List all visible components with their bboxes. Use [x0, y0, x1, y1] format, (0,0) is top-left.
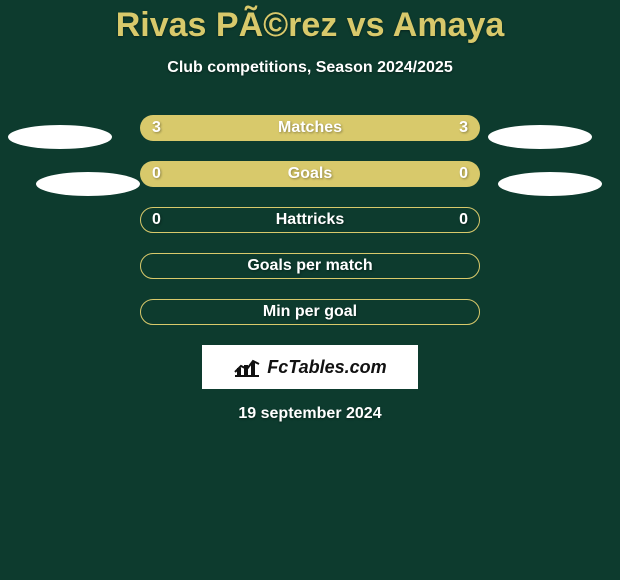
logo-rest: Tables.com	[288, 357, 386, 377]
stat-label: Goals	[288, 165, 332, 183]
stat-value-left: 0	[152, 207, 161, 233]
stat-bar: Matches	[140, 115, 480, 141]
stat-value-left: 3	[152, 115, 161, 141]
stat-bar: Min per goal	[140, 299, 480, 325]
stat-value-right: 0	[459, 161, 468, 187]
stat-row: Hattricks 0 0	[0, 207, 620, 233]
stat-row: Min per goal	[0, 299, 620, 325]
stat-label: Hattricks	[276, 211, 344, 229]
stat-label: Goals per match	[247, 257, 372, 275]
stat-value-left: 0	[152, 161, 161, 187]
logo-prefix: Fc	[267, 357, 288, 377]
logo-box: FcTables.com	[202, 345, 418, 389]
stat-value-right: 3	[459, 115, 468, 141]
logo-chart-icon	[233, 356, 261, 378]
decorative-ellipse	[36, 172, 140, 196]
date-text: 19 september 2024	[0, 405, 620, 423]
stat-label: Matches	[278, 119, 342, 137]
stat-bar: Goals per match	[140, 253, 480, 279]
stat-row: Goals per match	[0, 253, 620, 279]
decorative-ellipse	[8, 125, 112, 149]
decorative-ellipse	[498, 172, 602, 196]
page-subtitle: Club competitions, Season 2024/2025	[0, 59, 620, 77]
page: Rivas PÃ©rez vs Amaya Club competitions,…	[0, 0, 620, 580]
stat-bar: Goals	[140, 161, 480, 187]
logo-text: FcTables.com	[267, 357, 386, 378]
decorative-ellipse	[488, 125, 592, 149]
stat-label: Min per goal	[263, 303, 357, 321]
stat-bar: Hattricks	[140, 207, 480, 233]
stat-value-right: 0	[459, 207, 468, 233]
page-title: Rivas PÃ©rez vs Amaya	[0, 0, 620, 45]
